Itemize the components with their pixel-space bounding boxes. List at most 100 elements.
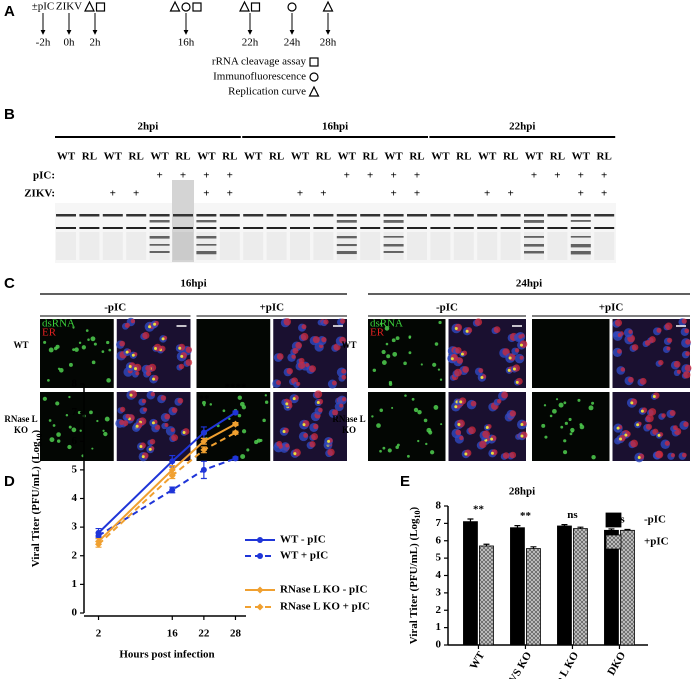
- gel-band: [149, 251, 170, 253]
- point: [169, 486, 176, 493]
- er-signal: [301, 324, 307, 330]
- dsrna-signal: [624, 433, 628, 437]
- gel-band: [79, 214, 100, 217]
- er-signal: [631, 344, 639, 351]
- legend-label: -pIC: [644, 514, 666, 526]
- dsrna-signal: [72, 348, 75, 352]
- er-signal: [312, 336, 320, 344]
- symbol-triangle: [322, 0, 334, 12]
- dsrna-signal: [264, 400, 269, 404]
- point: [95, 540, 103, 548]
- er-signal: [285, 443, 290, 448]
- channel-label: ER: [370, 327, 385, 339]
- zikv-mark: +: [133, 188, 139, 200]
- gel-band: [360, 227, 381, 229]
- dsrna-signal: [178, 346, 182, 350]
- dsrna-signal: [507, 368, 511, 372]
- er-signal: [456, 357, 464, 364]
- er-signal: [685, 339, 691, 345]
- dsrna-signal: [465, 329, 469, 333]
- dsrna-signal: [52, 424, 56, 427]
- dsrna-signal: [439, 378, 443, 381]
- condition-header: +pIC: [259, 302, 284, 314]
- lane-label: WT: [57, 151, 76, 163]
- error-bar: [624, 528, 631, 531]
- er-signal: [645, 423, 653, 430]
- bar: [463, 521, 478, 646]
- gel-lane-haze: [570, 232, 591, 260]
- row-label: WT: [341, 340, 357, 350]
- gel-band: [56, 227, 76, 229]
- dsrna-signal: [637, 455, 641, 459]
- point: [95, 532, 102, 539]
- dsrna-signal: [392, 351, 398, 357]
- dsrna-signal: [152, 377, 156, 381]
- er-signal: [142, 331, 150, 340]
- er-signal: [177, 397, 184, 404]
- dsrna-signal: [103, 431, 108, 437]
- legend-swatch: [605, 534, 622, 550]
- er-signal: [676, 369, 682, 374]
- symbol-square: [192, 2, 202, 12]
- dsrna-signal: [404, 394, 407, 397]
- gel-band: [383, 236, 404, 238]
- er-signal: [339, 403, 344, 408]
- lane-label: WT: [197, 151, 216, 163]
- dsrna-signal: [129, 393, 133, 397]
- zikv-mark: +: [320, 188, 326, 200]
- significance-label: ****: [224, 382, 247, 394]
- gel-lane-haze: [430, 232, 451, 260]
- gel-band: [149, 227, 170, 229]
- gel-lane-haze: [313, 232, 334, 260]
- er-signal: [661, 413, 666, 418]
- lane-label: RL: [175, 151, 190, 163]
- dsrna-signal: [432, 362, 437, 367]
- dsrna-signal: [381, 349, 386, 355]
- er-signal: [178, 363, 185, 370]
- dsrna-signal: [104, 416, 110, 422]
- er-signal: [681, 452, 687, 458]
- y-axis-label: Viral Titer (PFU/mL) (Log10): [408, 506, 423, 644]
- point: [169, 458, 176, 465]
- er-signal: [313, 423, 319, 430]
- y-tick-label: 6: [72, 435, 78, 447]
- gel-band: [547, 214, 568, 217]
- gel-band: [477, 214, 498, 217]
- er-signal: [673, 425, 678, 431]
- dsrna-signal: [560, 425, 564, 429]
- dsrna-signal: [209, 403, 213, 406]
- bar: [620, 529, 635, 646]
- dsrna-signal: [59, 368, 64, 373]
- er-signal: [303, 432, 309, 438]
- x-tick-label: 22: [198, 628, 210, 640]
- gel-lane-haze: [102, 232, 123, 260]
- dsrna-signal: [508, 356, 512, 360]
- point: [231, 429, 239, 437]
- gel-band: [524, 236, 544, 238]
- er-signal: [309, 441, 316, 448]
- dsrna-signal: [101, 350, 105, 354]
- legend-marker: [256, 603, 264, 611]
- gel-lane-haze: [524, 232, 544, 260]
- er-signal: [120, 406, 126, 413]
- gel-band: [570, 251, 591, 255]
- panel-label: A: [4, 3, 15, 20]
- dsrna-signal: [459, 400, 463, 404]
- y-tick-label: 3: [72, 521, 78, 533]
- y-tick-label: 8: [72, 378, 78, 390]
- symbol-square: [95, 2, 106, 12]
- dsrna-signal: [636, 423, 640, 427]
- x-tick-label: WT: [468, 649, 488, 671]
- point: [168, 466, 176, 474]
- lane-label: WT: [338, 151, 357, 163]
- x-tick-label: 2: [96, 628, 102, 640]
- lane-label: WT: [150, 151, 169, 163]
- dsrna-signal: [652, 395, 656, 399]
- lane-label: WT: [525, 151, 544, 163]
- y-tick-label: 5: [436, 552, 442, 564]
- zikv-mark: +: [203, 188, 209, 200]
- dsrna-signal: [56, 432, 61, 437]
- y-tick-label: 6: [436, 534, 442, 546]
- zikv-mark: +: [390, 188, 396, 200]
- dsrna-image: [196, 319, 271, 388]
